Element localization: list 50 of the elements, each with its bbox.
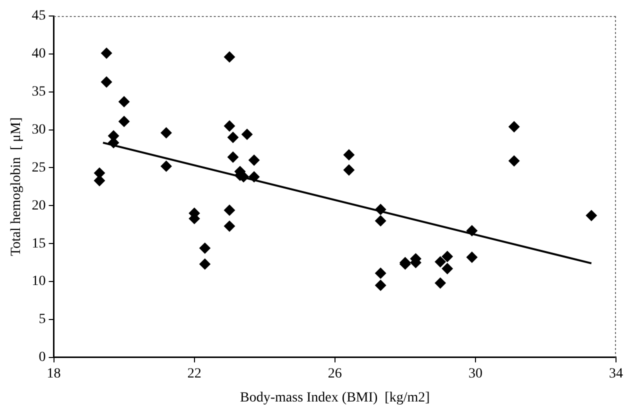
- point: [199, 242, 210, 254]
- x-tick-label: 22: [187, 366, 202, 382]
- point: [224, 120, 235, 132]
- point: [118, 116, 130, 127]
- point: [442, 251, 453, 262]
- y-tick-label: 40: [32, 46, 46, 62]
- point: [224, 220, 235, 232]
- y-tick-label: 35: [32, 84, 46, 100]
- point: [242, 128, 253, 140]
- point: [434, 256, 446, 268]
- x-axis-title: Body-mass Index (BMI) [kg/m2]: [240, 390, 430, 406]
- point: [343, 164, 354, 176]
- point: [375, 204, 386, 215]
- point: [434, 278, 446, 289]
- point: [228, 132, 238, 143]
- x-tick-label: 30: [468, 366, 482, 382]
- point: [248, 171, 260, 182]
- x-tick-label: 34: [609, 366, 623, 382]
- point: [228, 152, 238, 163]
- y-tick-label: 0: [38, 350, 46, 366]
- point: [248, 154, 260, 166]
- point: [94, 175, 105, 186]
- point: [442, 263, 453, 274]
- x-tick-label: 26: [328, 366, 342, 382]
- point: [101, 48, 112, 59]
- point: [101, 76, 112, 88]
- y-tick-label: 15: [32, 236, 46, 252]
- y-tick-label: 30: [32, 122, 46, 138]
- y-tick-label: 45: [32, 8, 46, 24]
- point: [160, 127, 172, 138]
- y-tick-label: 5: [38, 312, 46, 328]
- point: [508, 121, 520, 132]
- point: [508, 155, 520, 166]
- point: [586, 210, 597, 222]
- y-axis-title: Total hemoglobin [ μM]: [9, 117, 24, 256]
- point: [466, 252, 478, 263]
- point: [466, 225, 478, 236]
- point: [375, 268, 386, 279]
- point: [375, 280, 386, 291]
- point: [160, 160, 172, 172]
- point: [224, 204, 235, 216]
- point: [199, 258, 210, 270]
- point: [375, 215, 386, 226]
- y-tick-label: 20: [32, 198, 46, 214]
- y-tick-label: 10: [32, 274, 46, 290]
- point: [118, 96, 130, 108]
- y-tick-label: 25: [32, 160, 46, 176]
- x-tick-label: 18: [46, 366, 61, 382]
- point: [343, 149, 354, 160]
- point: [224, 51, 235, 62]
